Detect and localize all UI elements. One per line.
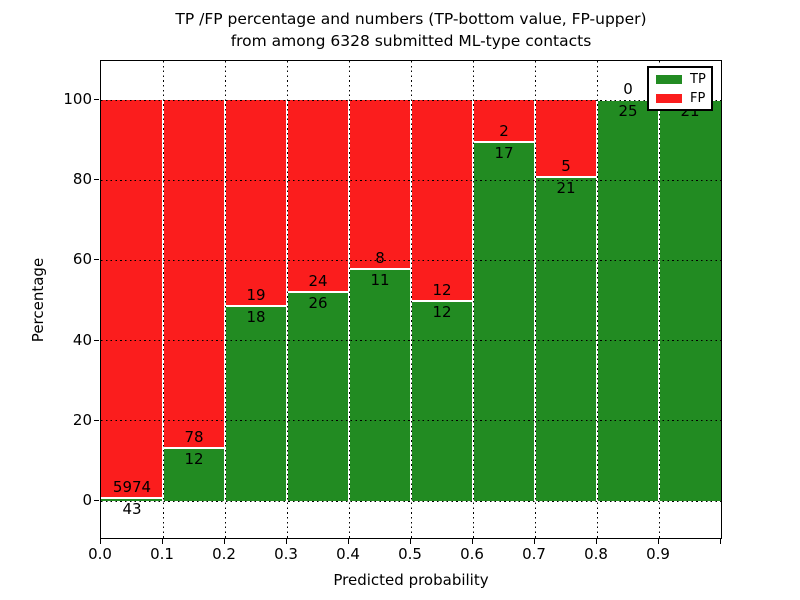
y-tick-mark (94, 339, 99, 341)
bar-label-fp: 5 (561, 157, 571, 176)
x-tick-label: 0.5 (398, 545, 422, 563)
bar-label-fp: 2 (499, 122, 509, 141)
x-tick-mark (409, 539, 411, 544)
bar-segment-tp (225, 305, 287, 501)
bar-segment-fp (225, 100, 287, 306)
vertical-gridline (534, 61, 536, 538)
x-tick-label: 0.0 (88, 545, 112, 563)
bar-label-tp: 11 (370, 270, 390, 289)
legend-label-fp: FP (690, 91, 706, 106)
x-tick-mark (347, 539, 349, 544)
y-tick-mark (94, 179, 99, 181)
x-tick-mark (223, 539, 225, 544)
x-tick-mark (161, 539, 163, 544)
bar-segment-tp (597, 100, 659, 501)
vertical-gridline (596, 61, 598, 538)
bar-segment-tp (287, 292, 349, 501)
horizontal-gridline (101, 99, 721, 101)
x-tick-mark (99, 539, 101, 544)
bar-label-fp: 24 (308, 272, 328, 291)
bar-segment-tp (659, 100, 721, 501)
y-tick-label: 100 (63, 90, 92, 108)
legend-entry-fp: FP (656, 92, 705, 105)
bar-label-fp: 0 (623, 80, 633, 98)
y-tick-mark (94, 259, 99, 261)
chart-title-line2: from among 6328 submitted ML-type contac… (230, 32, 592, 50)
plot-area: 5974437812191824268111212217521025021 (100, 60, 722, 539)
y-axis-label: Percentage (29, 257, 47, 343)
chart-title-line1: TP /FP percentage and numbers (TP-bottom… (175, 10, 647, 28)
bar-label-tp: 12 (432, 302, 452, 321)
x-tick-mark (595, 539, 597, 544)
x-tick-label: 0.1 (150, 545, 174, 563)
x-tick-label: 0.2 (212, 545, 236, 563)
bar-label-fp: 12 (432, 280, 452, 299)
tp-swatch-icon (656, 75, 682, 84)
bar-label-tp: 21 (556, 179, 576, 198)
x-tick-label: 0.6 (460, 545, 484, 563)
horizontal-gridline (101, 259, 721, 261)
x-tick-mark (471, 539, 473, 544)
horizontal-gridline (101, 500, 721, 502)
bar-segment-fp (349, 100, 411, 269)
vertical-gridline (286, 61, 288, 538)
bar-segment-fp (163, 100, 225, 448)
bar-segment-fp (411, 100, 473, 301)
bar-label-fp: 19 (246, 285, 266, 304)
y-tick-label: 80 (72, 170, 92, 189)
x-tick-label: 0.8 (584, 545, 608, 563)
vertical-gridline (410, 61, 412, 538)
bar-label-fp: 5974 (112, 478, 152, 497)
x-tick-label: 0.7 (522, 545, 546, 563)
x-axis-label: Predicted probability (333, 571, 489, 589)
chart-title: TP /FP percentage and numbers (TP-bottom… (100, 8, 722, 52)
x-tick-mark (285, 539, 287, 544)
x-tick-mark (719, 539, 721, 544)
x-tick-label: 0.9 (646, 545, 670, 563)
vertical-gridline (224, 61, 226, 538)
legend-entry-tp: TP (656, 72, 706, 87)
bar-segment-fp (473, 100, 535, 143)
x-tick-label: 0.4 (336, 545, 360, 563)
y-tick-label: 60 (72, 250, 92, 269)
horizontal-gridline (101, 179, 721, 181)
bar-label-tp: 25 (618, 102, 638, 120)
x-tick-mark (657, 539, 659, 544)
vertical-gridline (348, 61, 350, 538)
bar-segment-tp (163, 447, 225, 501)
bar-label-fp: 8 (375, 248, 385, 267)
bar-segment-fp (101, 100, 163, 499)
bar-label-tp: 17 (494, 144, 514, 163)
bar-label-tp: 12 (184, 449, 204, 468)
legend-label-tp: TP (690, 72, 706, 87)
x-tick-label: 0.3 (274, 545, 298, 563)
legend: TP FP (647, 66, 713, 111)
horizontal-gridline (101, 420, 721, 422)
bar-segment-tp (473, 142, 535, 501)
bar-label-fp: 78 (184, 427, 204, 446)
vertical-gridline (472, 61, 474, 538)
bar-label-tp: 26 (308, 294, 328, 313)
bar-segment-tp (535, 177, 597, 501)
bar-segment-tp (101, 498, 163, 501)
bar-segment-tp (411, 300, 473, 501)
vertical-gridline (162, 61, 164, 538)
bar-label-tp: 18 (246, 307, 266, 326)
bar-label-tp: 43 (122, 500, 142, 519)
y-tick-mark (94, 99, 99, 100)
y-tick-label: 40 (72, 330, 92, 349)
vertical-gridline (658, 61, 660, 538)
fp-swatch-icon (656, 94, 682, 103)
horizontal-gridline (101, 340, 721, 342)
y-tick-label: 20 (72, 410, 92, 429)
bar-segment-fp (535, 100, 597, 178)
bar-segment-tp (349, 268, 411, 501)
x-tick-mark (533, 539, 535, 544)
y-tick-mark (94, 419, 99, 421)
y-tick-mark (94, 500, 99, 501)
y-tick-label: 0 (82, 491, 92, 509)
